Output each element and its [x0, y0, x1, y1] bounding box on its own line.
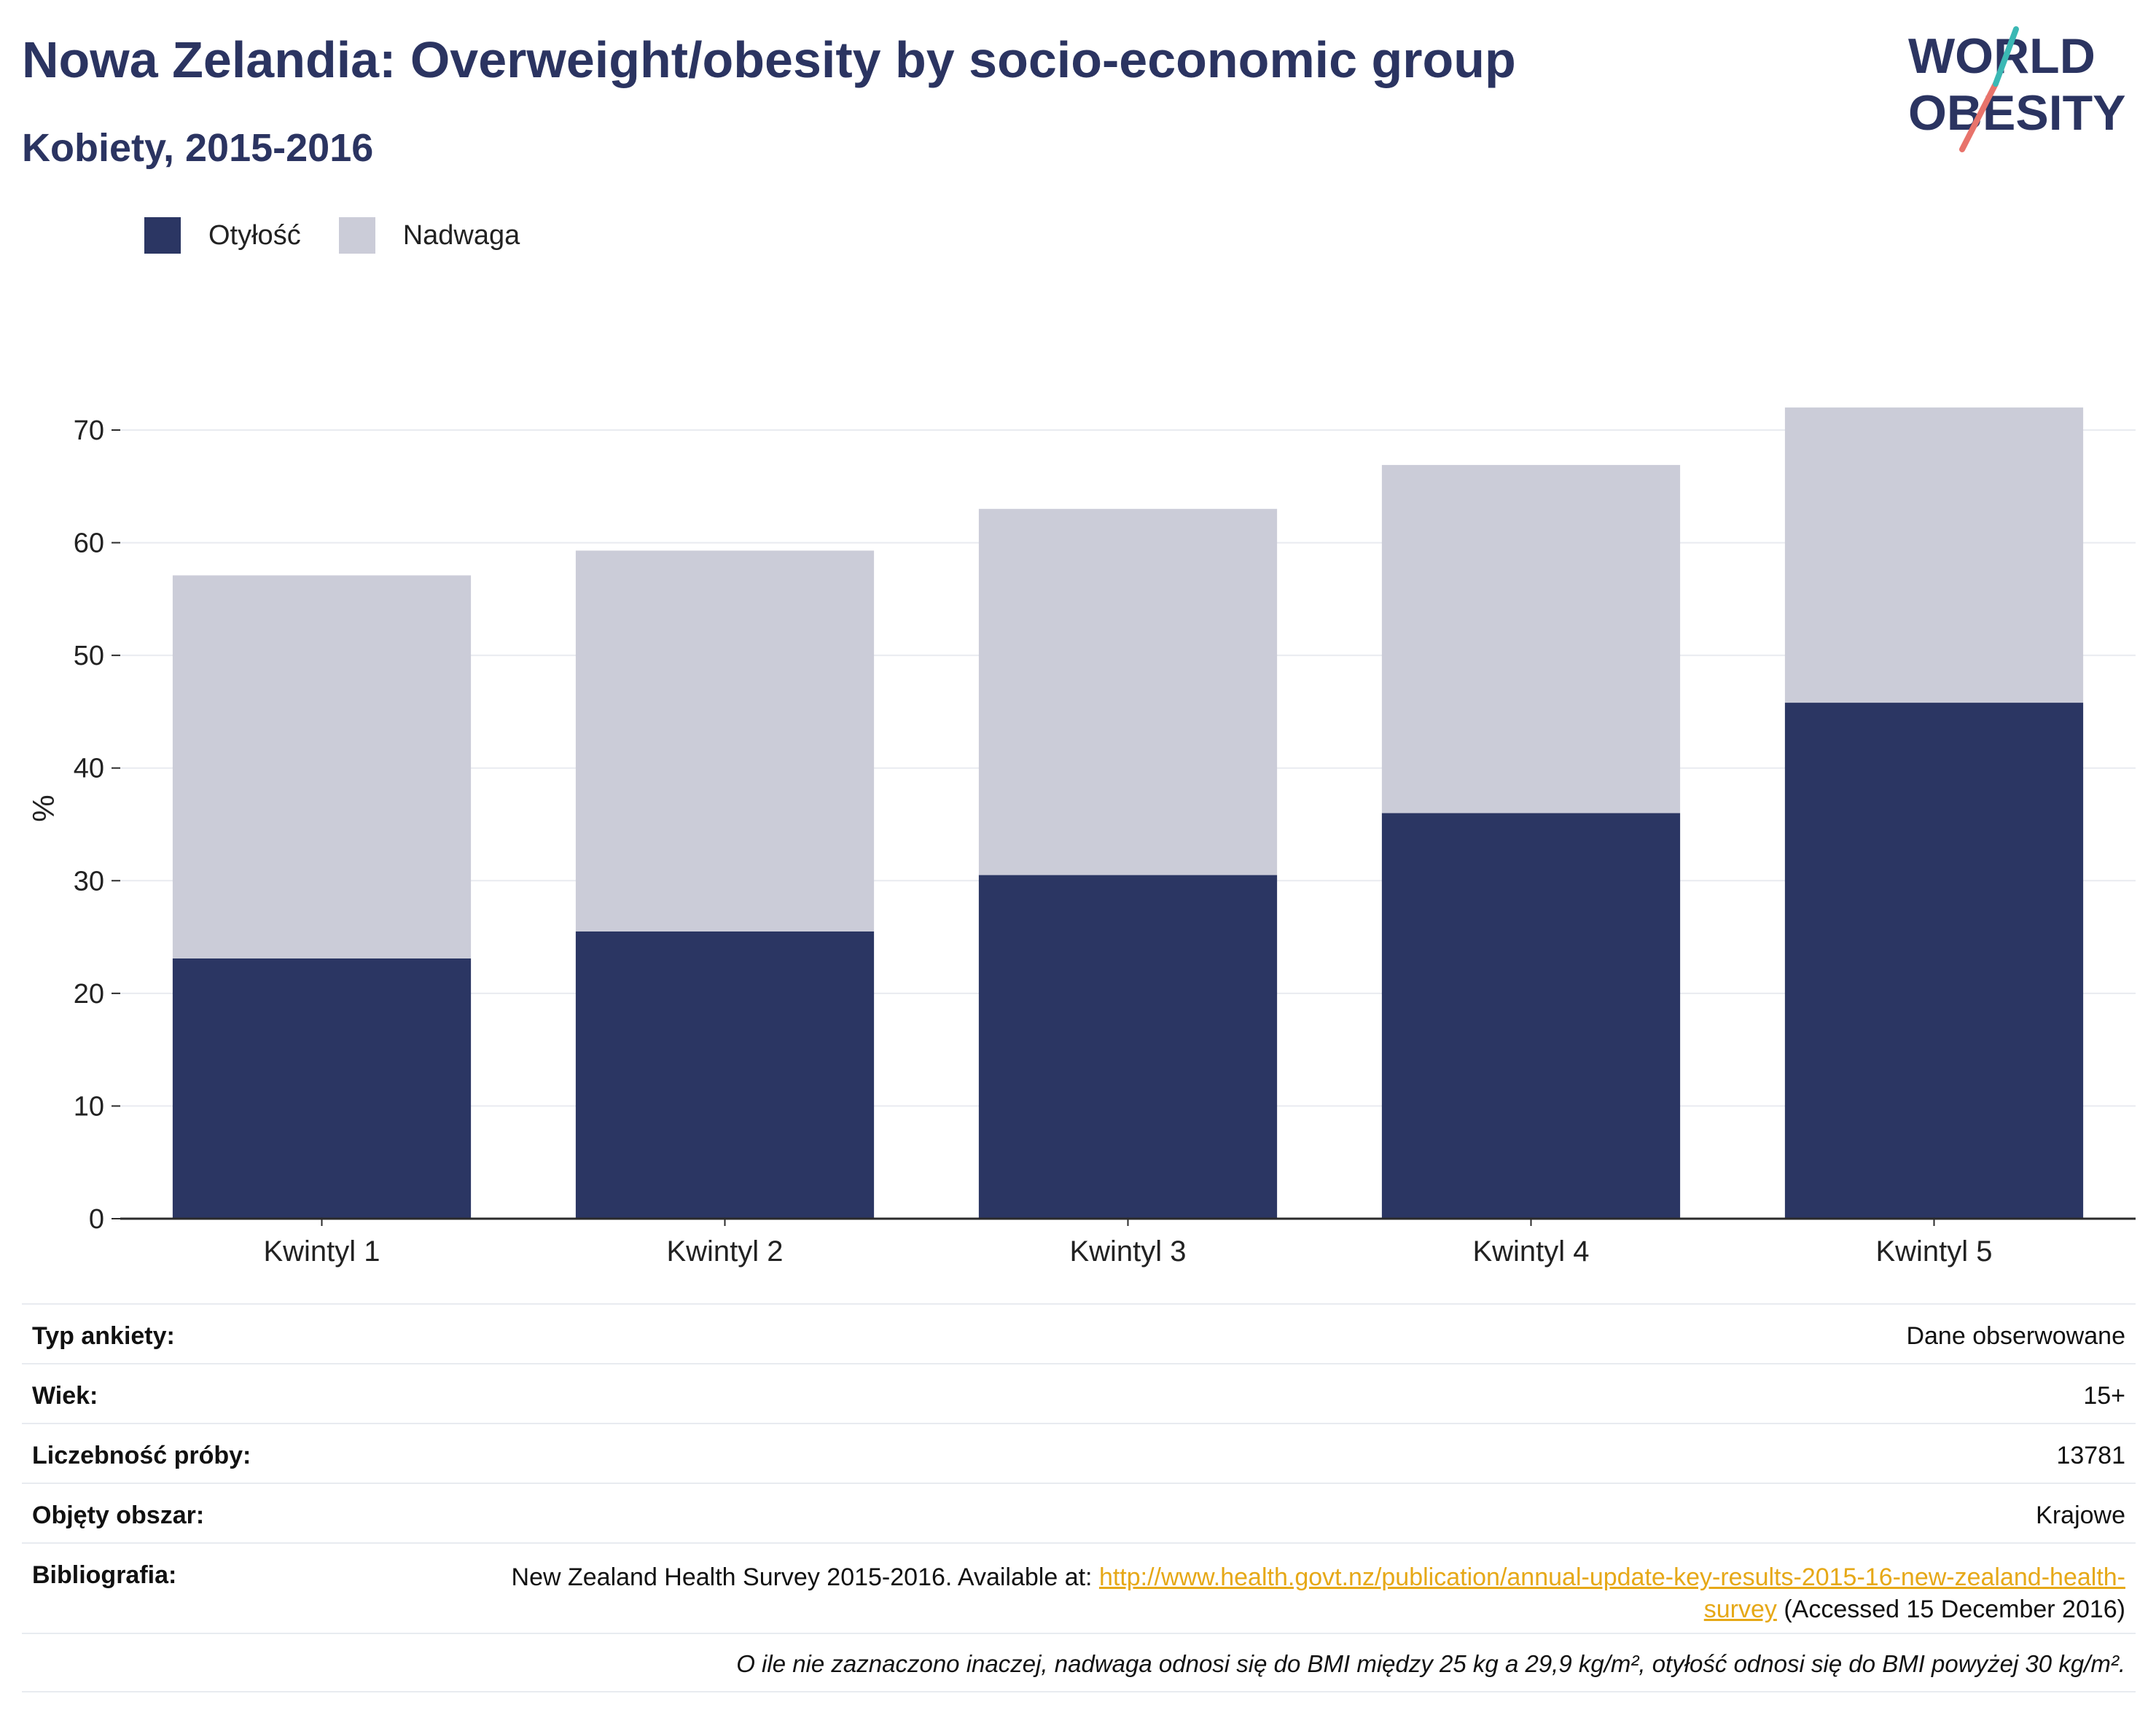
x-tick-label: Kwintyl 3 [1069, 1235, 1186, 1268]
coverage-value: Krajowe [2036, 1501, 2125, 1529]
bibliography-link[interactable]: http://www.health.govt.nz/publication/an… [1098, 1563, 2125, 1623]
legend-swatch-obesity [144, 217, 181, 254]
info-row-age: Wiek: 15+ [22, 1363, 2136, 1423]
y-axis-ticks: 0 10 20 30 40 50 60 70 [74, 415, 120, 1235]
bar-obesity-4[interactable] [1381, 813, 1681, 1219]
survey-type-label: Typ ankiety: [32, 1322, 175, 1350]
info-table: Typ ankiety: Dane obserwowane Wiek: 15+ … [22, 1303, 2136, 1692]
chart-title: Nowa Zelandia: Overweight/obesity by soc… [22, 31, 1516, 88]
sample-size-value: 13781 [2056, 1442, 2125, 1469]
y-tick-label: 40 [74, 754, 104, 784]
y-tick-label: 60 [74, 528, 104, 559]
info-row-note: O ile nie zaznaczono inaczej, nadwaga od… [22, 1633, 2136, 1692]
logo-slash-coral [1959, 81, 1999, 152]
legend-item-overweight[interactable]: Nadwaga [338, 217, 520, 254]
x-tick-label: Kwintyl 1 [263, 1235, 380, 1268]
x-tick-label: Kwintyl 4 [1472, 1235, 1589, 1268]
bibliography-label: Bibliografia: [32, 1561, 177, 1589]
bibliography-prefix: New Zealand Health Survey 2015-2016. Ava… [511, 1563, 1099, 1591]
definition-note: O ile nie zaznaczono inaczej, nadwaga od… [736, 1650, 2125, 1677]
info-row-survey-type: Typ ankiety: Dane obserwowane [22, 1303, 2136, 1363]
legend-swatch-overweight [338, 217, 375, 254]
x-tick-label: Kwintyl 2 [666, 1235, 783, 1268]
logo-slash-teal [1993, 26, 2019, 87]
bar-obesity-5[interactable] [1784, 703, 2084, 1219]
bar-overweight-3[interactable] [978, 509, 1278, 875]
x-axis-ticks: Kwintyl 1 Kwintyl 2 Kwintyl 3 Kwintyl 4 Kwin… [263, 1219, 1993, 1268]
y-tick-label: 50 [74, 641, 104, 671]
logo-line-2: OBESITY [1908, 85, 2126, 141]
bar-obesity-1[interactable] [172, 958, 472, 1219]
bar-overweight-2[interactable] [575, 550, 875, 932]
info-row-coverage: Objęty obszar: Krajowe [22, 1483, 2136, 1542]
legend-label-overweight: Nadwaga [402, 219, 520, 251]
bibliography-suffix: (Accessed 15 December 2016) [1776, 1596, 2125, 1623]
survey-type-value: Dane obserwowane [1906, 1322, 2125, 1350]
bar-overweight-1[interactable] [172, 575, 472, 958]
y-tick-label: 10 [74, 1091, 104, 1122]
chart-subtitle: Kobiety, 2015-2016 [22, 126, 374, 170]
y-tick-label: 70 [74, 415, 104, 446]
legend: Otyłość Nadwaga [144, 216, 558, 255]
bar-obesity-3[interactable] [978, 875, 1278, 1219]
y-tick-label: 20 [74, 979, 104, 1009]
coverage-label: Objęty obszar: [32, 1501, 205, 1529]
age-label: Wiek: [32, 1382, 98, 1410]
world-obesity-logo: WORLD OBESITY [1908, 26, 2126, 152]
legend-label-obesity: Otyłość [208, 219, 301, 251]
bibliography-value: New Zealand Health Survey 2015-2016. Ava… [449, 1561, 2125, 1625]
bars [172, 407, 2084, 1219]
x-tick-label: Kwintyl 5 [1875, 1235, 1992, 1268]
bar-overweight-5[interactable] [1784, 407, 2084, 703]
age-value: 15+ [2083, 1382, 2125, 1410]
y-tick-label: 0 [89, 1204, 104, 1235]
bar-overweight-4[interactable] [1381, 464, 1681, 813]
legend-item-obesity[interactable]: Otyłość [144, 217, 301, 254]
y-tick-label: 30 [74, 866, 104, 897]
info-row-bibliography: Bibliografia: New Zealand Health Survey … [22, 1542, 2136, 1633]
info-row-sample-size: Liczebność próby: 13781 [22, 1423, 2136, 1483]
bar-obesity-2[interactable] [575, 931, 875, 1219]
sample-size-label: Liczebność próby: [32, 1442, 251, 1469]
